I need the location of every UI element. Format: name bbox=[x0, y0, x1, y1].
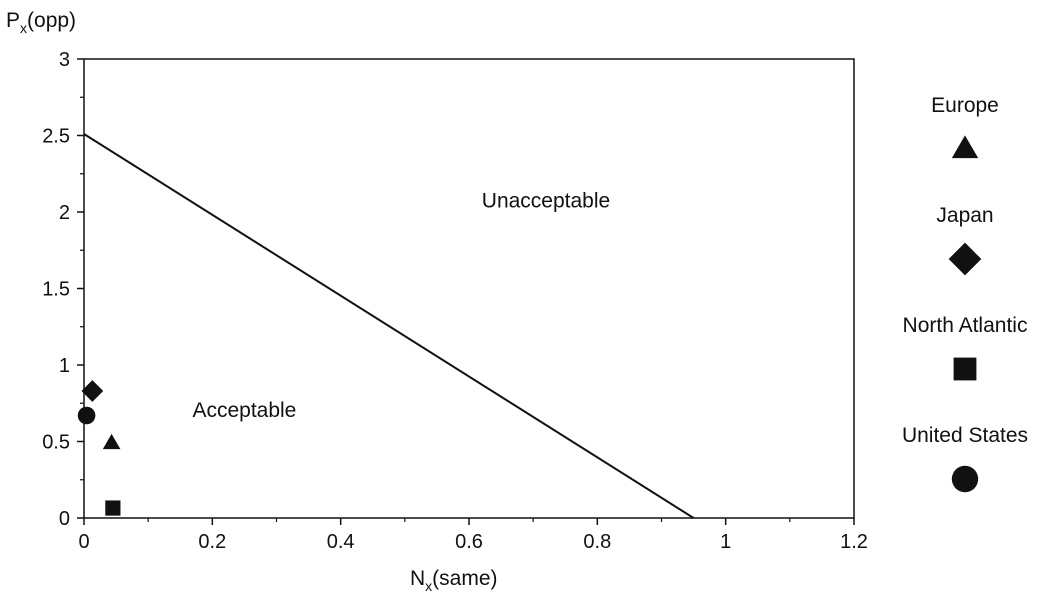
data-point-japan bbox=[81, 380, 104, 402]
x-tick-label: 0 bbox=[78, 531, 89, 553]
data-point-united-states bbox=[77, 406, 96, 425]
data-point-north-atlantic bbox=[105, 500, 121, 516]
legend-marker-europe bbox=[951, 135, 979, 159]
y-tick-label: 0 bbox=[59, 508, 70, 530]
y-tick-label: 0.5 bbox=[42, 432, 70, 454]
legend-label-europe: Europe bbox=[931, 94, 999, 117]
legend-marker-north-atlantic bbox=[953, 357, 977, 381]
y-tick-label: 1 bbox=[59, 355, 70, 377]
legend-label-north-atlantic: North Atlantic bbox=[903, 314, 1028, 337]
region-label-acceptable: Acceptable bbox=[192, 399, 296, 422]
x-axis-title: Nx(same) bbox=[410, 567, 498, 594]
legend-label-united-states: United States bbox=[902, 424, 1028, 447]
region-labels: Unacceptable Acceptable bbox=[192, 189, 610, 422]
legend: Europe Japan North Atlantic United States bbox=[902, 94, 1028, 493]
region-label-unacceptable: Unacceptable bbox=[482, 189, 610, 212]
y-axis-ticks: 0 0.5 1 1.5 2 2.5 3 bbox=[42, 49, 84, 530]
x-tick-label: 0.4 bbox=[327, 531, 355, 553]
x-tick-label: 1.2 bbox=[840, 531, 868, 553]
y-tick-label: 3 bbox=[59, 49, 70, 71]
y-tick-label: 2 bbox=[59, 202, 70, 224]
x-tick-label: 0.6 bbox=[455, 531, 483, 553]
y-axis-title-sub: x bbox=[20, 20, 27, 36]
boundary-line bbox=[83, 133, 695, 519]
data-point-europe bbox=[102, 433, 121, 450]
data-points bbox=[77, 380, 121, 516]
x-axis-title-sub: x bbox=[425, 578, 432, 594]
x-tick-label: 0.2 bbox=[198, 531, 226, 553]
x-axis-title-tail: (same) bbox=[432, 567, 497, 590]
y-axis-title: Px(opp) bbox=[6, 9, 76, 36]
x-axis-ticks: 0 0.2 0.4 0.6 0.8 1 1.2 bbox=[78, 518, 868, 553]
x-axis-title-main: N bbox=[410, 567, 425, 590]
legend-label-japan: Japan bbox=[936, 204, 993, 227]
plot-frame bbox=[83, 58, 855, 519]
x-tick-label: 1 bbox=[720, 531, 731, 553]
y-tick-label: 1.5 bbox=[42, 279, 70, 301]
y-tick-label: 2.5 bbox=[42, 126, 70, 148]
x-tick-label: 0.8 bbox=[583, 531, 611, 553]
legend-marker-united-states bbox=[951, 465, 979, 493]
y-axis-title-tail: (opp) bbox=[27, 9, 76, 32]
legend-marker-japan bbox=[948, 242, 982, 276]
y-axis-title-main: P bbox=[6, 9, 20, 32]
